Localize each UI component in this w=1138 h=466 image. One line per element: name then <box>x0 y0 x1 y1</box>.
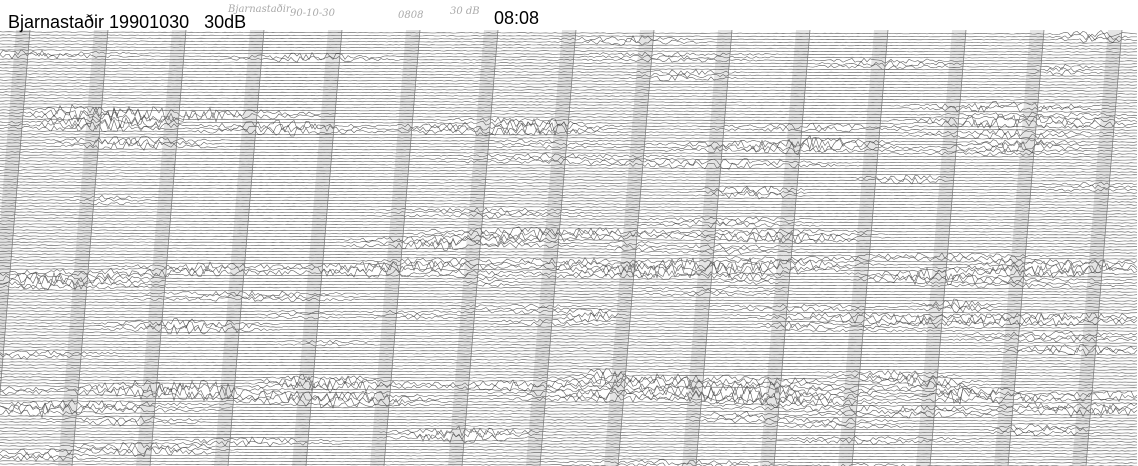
page: Bjarnastaðir 19901030 30dB 08:08 Bjarnas… <box>0 0 1138 466</box>
handwritten-station: Bjarnastaðir <box>227 4 292 15</box>
handwritten-time: 0808 <box>398 10 423 21</box>
title: Bjarnastaðir 19901030 30dB <box>8 12 246 32</box>
seismogram: Bjarnastaðir 19901030 30dB 08:08 Bjarnas… <box>0 0 1138 466</box>
handwritten-gain: 30 dB <box>450 6 480 17</box>
time: 08:08 <box>494 8 539 28</box>
handwritten-date: 90-10-30 <box>290 8 336 19</box>
